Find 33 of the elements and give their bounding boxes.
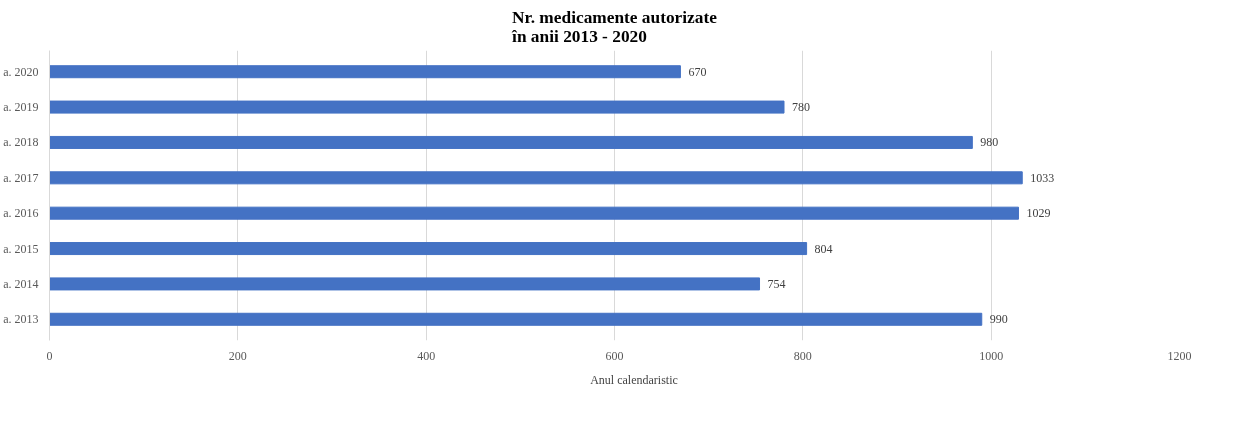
x-tick-label: 1000	[979, 348, 1004, 363]
data-label: 980	[980, 135, 999, 150]
data-label: 1033	[1030, 170, 1055, 185]
bar	[49, 100, 785, 114]
data-label: 754	[767, 276, 786, 291]
data-label: 804	[814, 241, 833, 256]
x-tick-label: 800	[793, 348, 812, 363]
y-tick-label: a. 2020	[3, 64, 39, 79]
bar	[49, 65, 681, 79]
data-label: 780	[792, 100, 810, 115]
x-tick-label: 600	[605, 348, 624, 363]
y-tick-label: a. 2013	[3, 312, 39, 327]
data-label: 670	[688, 64, 707, 79]
text: Anul calendaristic	[590, 372, 678, 388]
bar	[49, 135, 973, 149]
bar	[49, 206, 1019, 220]
y-tick-label: a. 2019	[3, 100, 39, 115]
bar	[49, 277, 761, 291]
y-tick-label: a. 2018	[3, 135, 39, 150]
bar	[49, 171, 1023, 185]
x-tick-label: 400	[417, 348, 436, 363]
y-tick-label: a. 2014	[3, 276, 39, 291]
bar	[49, 312, 983, 326]
y-tick-label: a. 2015	[3, 241, 39, 256]
x-tick-label: 0	[46, 348, 53, 363]
chart-title: Nr. medicamente autorizate în anii 2013 - 2020	[511, 7, 718, 46]
y-tick-label: a. 2017	[3, 170, 39, 185]
bar	[49, 242, 808, 256]
data-label: 990	[989, 312, 1008, 327]
x-tick-label: 1200	[1167, 348, 1192, 363]
x-tick-label: 200	[228, 348, 247, 363]
data-label: 1029	[1026, 206, 1051, 221]
y-tick-label: a. 2016	[3, 206, 39, 221]
